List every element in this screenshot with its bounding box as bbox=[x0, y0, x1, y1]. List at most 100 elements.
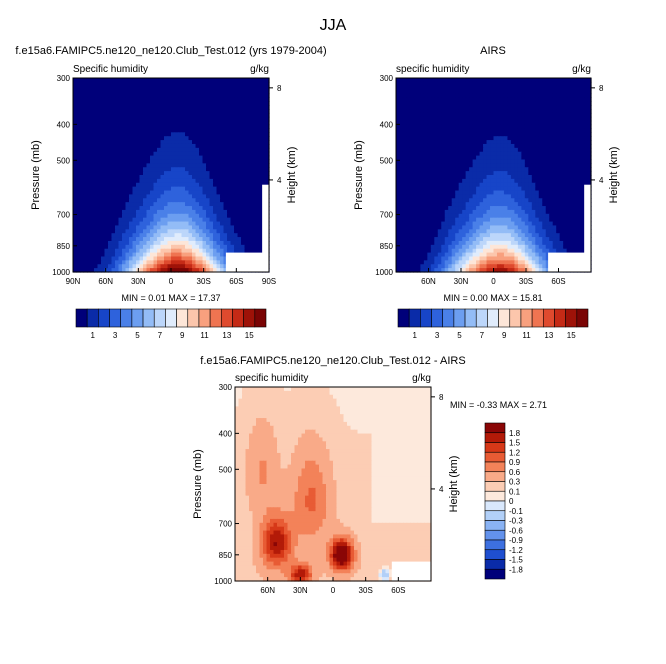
contour-cell bbox=[559, 128, 564, 133]
contour-cell bbox=[402, 167, 408, 172]
contour-cell bbox=[399, 116, 404, 122]
contour-cell bbox=[437, 175, 442, 180]
contour-cell bbox=[517, 109, 522, 114]
contour-cell bbox=[396, 167, 401, 172]
contour-cell bbox=[139, 182, 144, 188]
contour-cell bbox=[146, 252, 151, 258]
contour-cell bbox=[409, 89, 415, 95]
contour-cell bbox=[73, 190, 78, 195]
contour-cell bbox=[153, 97, 158, 102]
contour-cell bbox=[234, 89, 239, 95]
contour-cell bbox=[230, 136, 235, 141]
contour-cell bbox=[213, 124, 218, 130]
contour-cell bbox=[83, 198, 88, 203]
contour-cell bbox=[570, 78, 575, 83]
contour-cell bbox=[416, 85, 421, 91]
panel-model-minmax: MIN = 0.01 MAX = 17.37 bbox=[121, 293, 220, 303]
contour-cell bbox=[437, 128, 442, 133]
contour-cell bbox=[521, 217, 526, 223]
contour-cell bbox=[538, 159, 543, 164]
contour-cell bbox=[507, 93, 512, 98]
contour-cell bbox=[545, 167, 550, 172]
contour-cell bbox=[160, 209, 165, 215]
contour-cell bbox=[237, 167, 242, 172]
contour-cell bbox=[566, 206, 571, 211]
contour-cell bbox=[552, 217, 557, 223]
contour-cell bbox=[409, 194, 415, 199]
contour-cell bbox=[577, 198, 582, 203]
contour-cell bbox=[237, 101, 242, 106]
contour-cell bbox=[458, 186, 463, 192]
contour-cell bbox=[514, 116, 519, 122]
contour-cell bbox=[531, 97, 536, 102]
contour-cell bbox=[139, 101, 144, 106]
contour-cell bbox=[556, 101, 561, 106]
contour-cell bbox=[188, 260, 193, 265]
contour-cell bbox=[104, 159, 109, 164]
contour-cell bbox=[125, 120, 130, 126]
contour-cell bbox=[237, 194, 242, 199]
contour-cell bbox=[517, 178, 522, 184]
contour-cell bbox=[241, 221, 246, 227]
contour-cell bbox=[199, 233, 204, 238]
contour-cell bbox=[517, 190, 522, 195]
contour-cell bbox=[171, 213, 176, 219]
contour-cell bbox=[185, 190, 190, 195]
contour-cell bbox=[486, 194, 491, 199]
contour-cell bbox=[97, 206, 102, 211]
contour-cell bbox=[234, 221, 239, 227]
contour-cell bbox=[171, 221, 176, 227]
contour-cell bbox=[234, 248, 239, 254]
contour-cell bbox=[402, 147, 408, 153]
contour-cell bbox=[258, 240, 263, 246]
contour-cell bbox=[514, 105, 519, 110]
contour-cell bbox=[465, 167, 470, 172]
contour-cell bbox=[545, 78, 550, 83]
contour-cell bbox=[146, 175, 151, 180]
contour-cell bbox=[202, 252, 207, 258]
contour-cell bbox=[570, 151, 575, 157]
contour-cell bbox=[455, 109, 460, 114]
contour-cell bbox=[209, 221, 214, 227]
contour-cell bbox=[87, 268, 92, 273]
contour-cell bbox=[209, 237, 214, 242]
contour-cell bbox=[556, 120, 561, 126]
contour-cell bbox=[171, 112, 176, 118]
contour-cell bbox=[507, 132, 512, 137]
contour-cell bbox=[132, 229, 137, 234]
contour-cell bbox=[101, 89, 106, 95]
contour-cell bbox=[216, 202, 221, 207]
contour-cell bbox=[192, 124, 197, 130]
contour-cell bbox=[486, 101, 491, 106]
contour-cell bbox=[409, 163, 415, 168]
contour-cell bbox=[104, 89, 109, 95]
contour-cell bbox=[399, 155, 404, 161]
contour-cell bbox=[458, 147, 463, 153]
contour-cell bbox=[265, 140, 270, 145]
contour-cell bbox=[514, 159, 519, 164]
contour-cell bbox=[490, 206, 495, 211]
contour-cell bbox=[430, 202, 435, 207]
contour-cell bbox=[76, 198, 81, 203]
contour-cell bbox=[507, 159, 512, 164]
contour-cell bbox=[462, 202, 467, 207]
contour-cell bbox=[213, 225, 218, 230]
contour-cell bbox=[150, 89, 155, 95]
contour-cell bbox=[441, 116, 446, 122]
contour-cell bbox=[244, 237, 249, 242]
contour-cell bbox=[549, 116, 554, 122]
contour-cell bbox=[535, 147, 540, 153]
contour-cell bbox=[244, 128, 249, 133]
contour-cell bbox=[486, 213, 491, 219]
contour-cell bbox=[76, 221, 81, 227]
contour-cell bbox=[181, 233, 186, 238]
contour-cell bbox=[549, 78, 554, 83]
contour-cell bbox=[444, 147, 449, 153]
contour-cell bbox=[413, 190, 418, 195]
contour-cell bbox=[230, 155, 235, 161]
contour-cell bbox=[94, 190, 99, 195]
contour-cell bbox=[483, 132, 488, 137]
contour-cell bbox=[406, 128, 411, 133]
contour-cell bbox=[146, 85, 151, 91]
contour-cell bbox=[483, 81, 488, 87]
